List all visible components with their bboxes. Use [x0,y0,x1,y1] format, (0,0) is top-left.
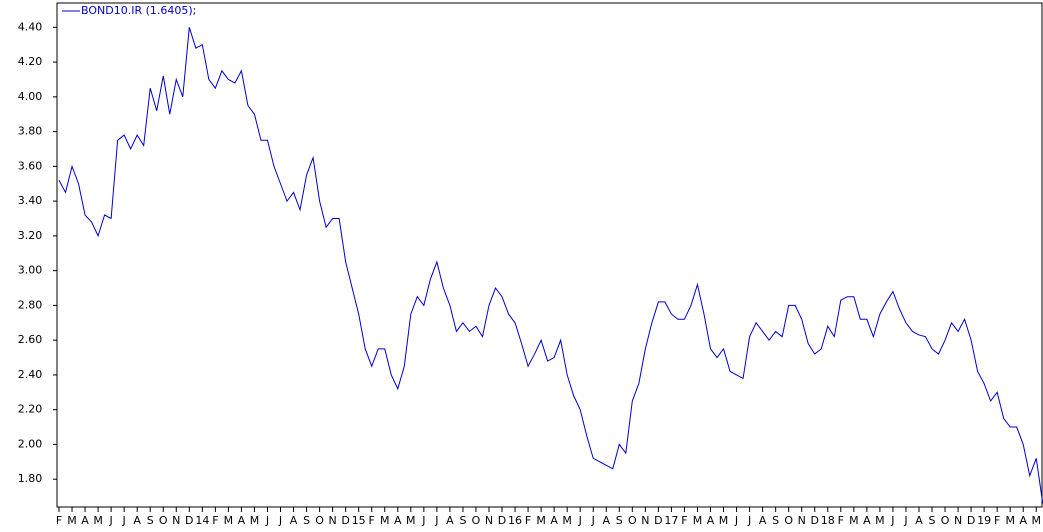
x-tick-label: A [915,514,923,527]
y-tick-label: 2.60 [18,333,43,346]
x-tick-label: O [315,514,324,527]
x-tick-label: J [434,514,438,527]
x-tick-label: M [1032,514,1042,527]
x-tick-label: J [890,514,894,527]
x-tick-label: J [122,514,126,527]
y-tick-label: 2.40 [18,368,43,381]
x-tick-label: M [536,514,546,527]
y-tick-label: 4.00 [18,90,43,103]
x-tick-label: O [472,514,481,527]
x-tick-label: D [810,514,818,527]
x-tick-label: F [994,514,1000,527]
x-tick-label: M [562,514,572,527]
x-tick-label: 18 [821,514,835,527]
x-tick-label: M [719,514,729,527]
y-tick-label: 3.00 [18,264,43,277]
y-tick-label: 3.20 [18,229,43,242]
x-tick-label: J [421,514,425,527]
y-tick-label: 2.80 [18,298,43,311]
x-tick-label: O [941,514,950,527]
x-tick-label: A [707,514,715,527]
x-tick-label: F [525,514,531,527]
y-tick-label: 3.40 [18,194,43,207]
series-line [58,27,1043,504]
x-tick-label: A [550,514,558,527]
x-tick-label: 14 [195,514,209,527]
x-tick-label: S [616,514,623,527]
x-tick-label: O [784,514,793,527]
x-tick-label: M [380,514,390,527]
x-tick-label: N [485,514,493,527]
y-tick-label: 1.80 [18,472,43,485]
x-tick-label: O [159,514,168,527]
x-tick-label: A [238,514,246,527]
x-tick-label: J [278,514,282,527]
x-tick-label: S [459,514,466,527]
x-tick-label: J [591,514,595,527]
x-tick-label: 19 [977,514,991,527]
x-tick-label: J [734,514,738,527]
x-tick-label: M [250,514,260,527]
x-tick-label: J [903,514,907,527]
x-tick-label: M [406,514,416,527]
x-tick-label: N [641,514,649,527]
x-tick-label: M [93,514,103,527]
y-tick-label: 3.60 [18,159,43,172]
y-tick-label: 3.80 [18,125,43,138]
x-tick-label: A [446,514,454,527]
x-tick-label: M [224,514,234,527]
x-tick-label: D [341,514,349,527]
x-tick-label: S [772,514,779,527]
x-tick-label: D [185,514,193,527]
x-tick-label: A [863,514,871,527]
x-tick-label: J [265,514,269,527]
x-tick-label: N [798,514,806,527]
y-tick-label: 2.20 [18,403,43,416]
y-tick-label: 2.00 [18,437,43,450]
x-tick-label: 17 [664,514,678,527]
x-tick-label: J [578,514,582,527]
x-tick-label: S [929,514,936,527]
x-tick-label: N [329,514,337,527]
x-tick-label: M [849,514,859,527]
x-tick-label: 16 [508,514,522,527]
x-tick-label: M [67,514,77,527]
x-tick-label: J [108,514,112,527]
x-tick-label: N [172,514,180,527]
y-tick-label: 4.40 [18,20,43,33]
x-tick-label: J [747,514,751,527]
x-tick-label: M [693,514,703,527]
x-tick-label: S [303,514,310,527]
x-tick-label: A [602,514,610,527]
x-tick-label: A [394,514,402,527]
x-tick-label: D [967,514,975,527]
x-tick-label: A [81,514,89,527]
x-tick-label: F [369,514,375,527]
x-tick-label: D [654,514,662,527]
x-tick-label: O [628,514,637,527]
x-tick-label: 15 [352,514,366,527]
x-tick-label: M [875,514,885,527]
y-tick-label: 4.20 [18,55,43,68]
x-tick-label: A [290,514,298,527]
legend-label: BOND10.IR (1.6405); [81,4,196,17]
x-tick-label: N [954,514,962,527]
x-tick-label: D [498,514,506,527]
x-tick-label: A [133,514,141,527]
x-tick-label: F [838,514,844,527]
x-tick-label: F [56,514,62,527]
x-tick-label: A [759,514,767,527]
x-tick-label: S [147,514,154,527]
x-tick-label: M [1005,514,1015,527]
x-tick-label: A [1019,514,1027,527]
plot-frame [56,2,1043,508]
x-tick-label: F [681,514,687,527]
x-tick-label: F [212,514,218,527]
